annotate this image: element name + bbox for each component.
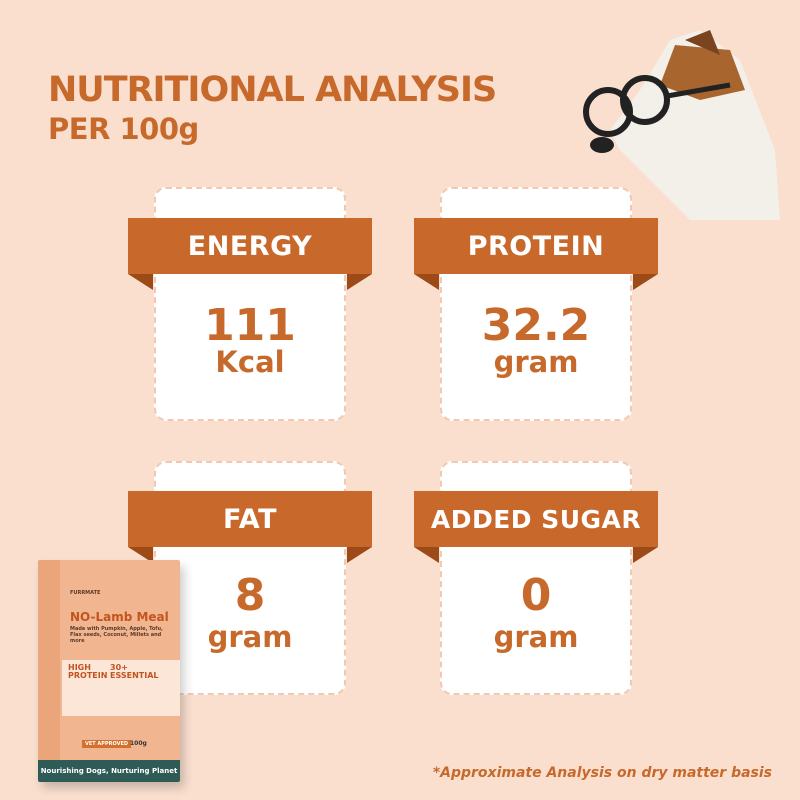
product-tagline: Nourishing Dogs, Nurturing Planet xyxy=(38,760,180,782)
product-name: NO-Lamb Meal xyxy=(70,610,169,624)
protein-value: 32.2 xyxy=(481,300,591,351)
added-sugar-label: ADDED SUGAR xyxy=(414,491,658,547)
added-sugar-unit: gram xyxy=(493,620,579,654)
product-brand: FURRMATE xyxy=(70,590,101,596)
energy-value: 111 xyxy=(204,300,296,351)
page-subtitle: PER 100g xyxy=(48,112,199,146)
dog-with-glasses-image xyxy=(583,30,780,220)
protein-label: PROTEIN xyxy=(414,218,658,274)
added-sugar-value: 0 xyxy=(520,570,552,621)
fat-unit: gram xyxy=(207,620,293,654)
ribbon-fold xyxy=(347,547,372,563)
product-badge: VET APPROVED xyxy=(82,740,132,748)
ribbon-fold xyxy=(128,547,153,563)
energy-unit: Kcal xyxy=(215,345,285,379)
ribbon-fold xyxy=(347,274,372,290)
product-claim-protein: HIGH PROTEIN xyxy=(68,663,108,680)
product-description: Made with Pumpkin, Apple, Tofu, Flax see… xyxy=(70,626,163,644)
ribbon-fold xyxy=(128,274,153,290)
product-weight: 100g xyxy=(130,740,147,747)
footnote: *Approximate Analysis on dry matter basi… xyxy=(432,765,772,781)
protein-unit: gram xyxy=(493,345,579,379)
ribbon-fold xyxy=(414,547,439,563)
page-title: NUTRITIONAL ANALYSIS xyxy=(48,70,497,110)
fat-value: 8 xyxy=(234,570,266,621)
ribbon-fold xyxy=(633,547,658,563)
product-claim-essential: 30+ ESSENTIAL xyxy=(110,663,159,680)
energy-label: ENERGY xyxy=(128,218,372,274)
fat-label: FAT xyxy=(128,491,372,547)
ribbon-fold xyxy=(633,274,658,290)
ribbon-fold xyxy=(414,274,439,290)
product-box-image: FURRMATE NO-Lamb Meal Made with Pumpkin,… xyxy=(38,560,180,782)
